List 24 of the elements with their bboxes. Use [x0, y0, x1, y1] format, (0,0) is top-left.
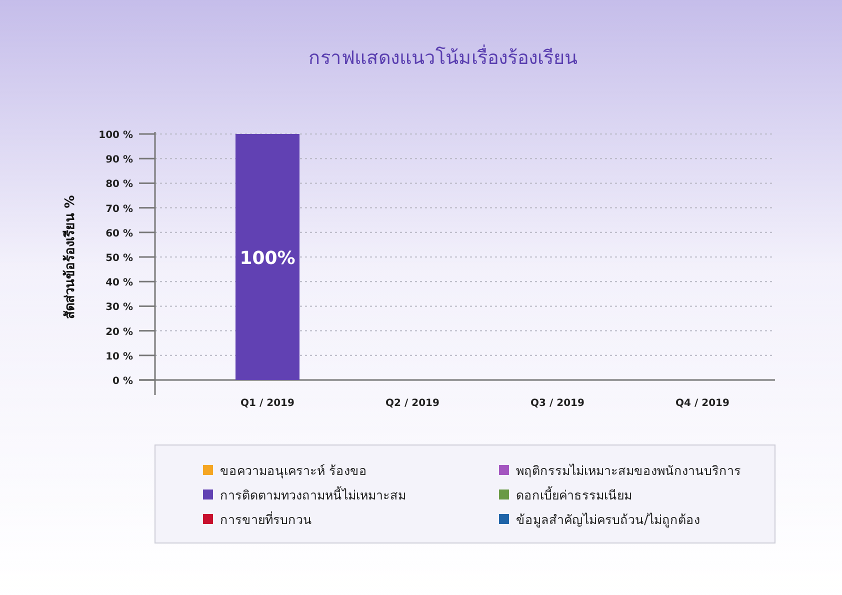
y-tick-label: 20 % [106, 326, 133, 338]
legend-label: ข้อมูลสำคัญไม่ครบถ้วน/ไม่ถูกต้อง [516, 512, 700, 528]
y-tick-label: 10 % [106, 351, 133, 362]
legend-label: พฤติกรรมไม่เหมาะสมของพนักงานบริการ [516, 463, 741, 478]
y-axis-title: สัดส่วนข้อร้องเรียน % [62, 195, 78, 319]
y-tick-label: 70 % [106, 204, 133, 215]
y-tick-label: 40 % [106, 278, 133, 289]
y-tick-label: 30 % [106, 302, 133, 314]
chart-title: กราฟแสดงแนวโน้มเรื่องร้องเรียน [308, 44, 578, 69]
x-tick-label: Q4 / 2019 [676, 398, 730, 409]
y-tick-label: 60 % [106, 228, 133, 240]
y-tick-label: 90 % [106, 154, 133, 166]
legend-label: ดอกเบี้ยค่าธรรมเนียม [516, 486, 632, 502]
data-label: 100% [240, 248, 296, 269]
legend-label: การติดตามทวงถามหนี้ไม่เหมาะสม [220, 486, 406, 502]
y-tick-label: 100 % [98, 130, 133, 141]
legend-label: การขายที่รบกวน [220, 511, 312, 527]
y-tick-label: 0 % [112, 376, 133, 387]
x-tick-label: Q3 / 2019 [530, 398, 584, 409]
x-tick-label: Q2 / 2019 [386, 398, 440, 409]
legend-label: ขอความอนุเคราะห์ ร้องขอ [220, 463, 367, 479]
y-tick-label: 80 % [106, 179, 133, 190]
y-tick-label: 50 % [106, 253, 133, 264]
x-tick-label: Q1 / 2019 [240, 398, 294, 409]
